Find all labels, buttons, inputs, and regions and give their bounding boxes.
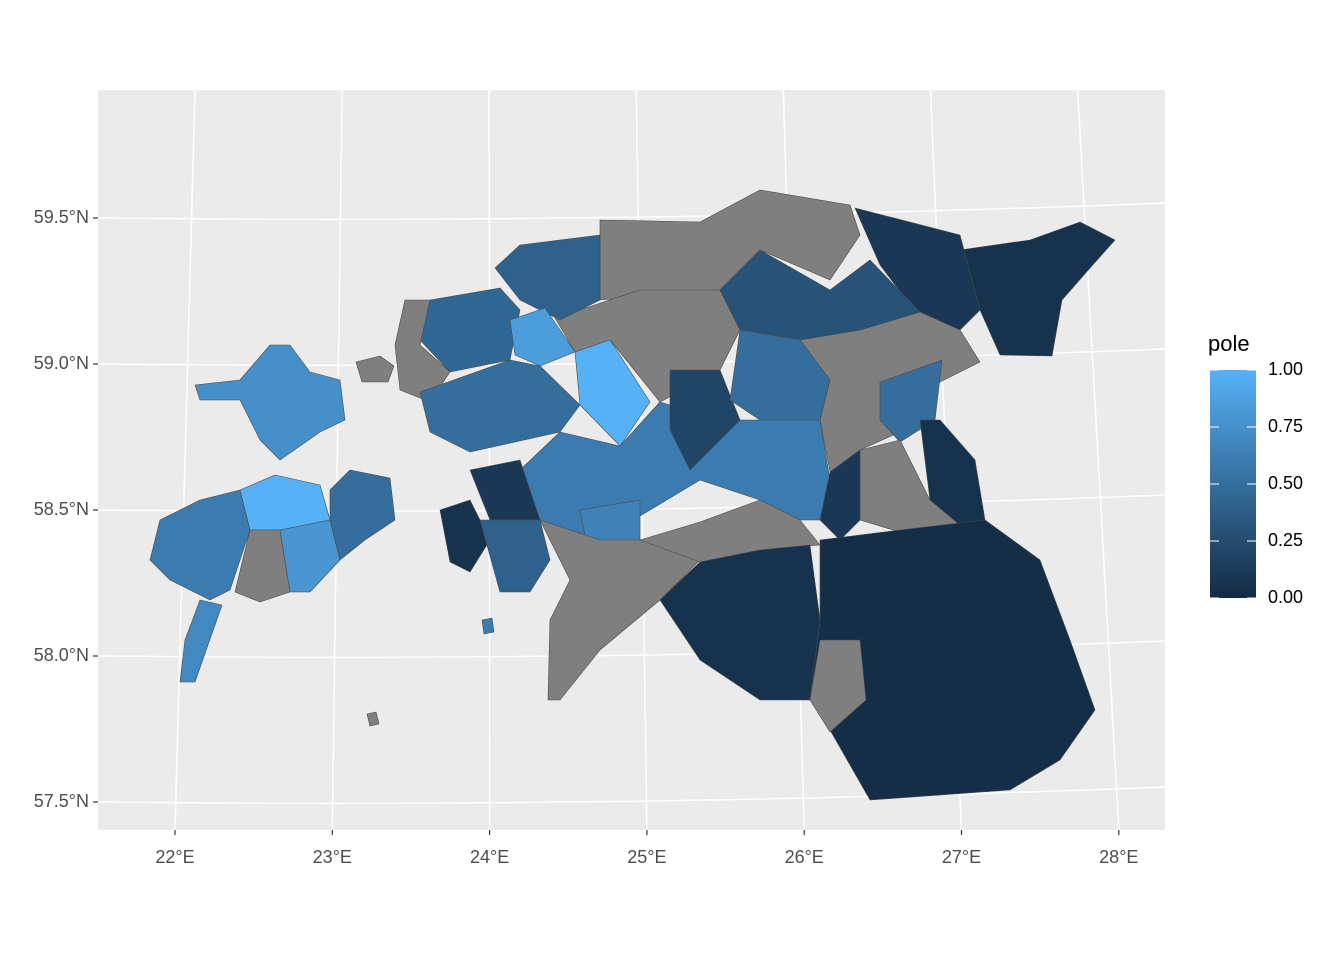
y-tick-label: 58.0°N <box>34 645 89 665</box>
region <box>574 339 651 447</box>
legend-title: pole <box>1208 331 1250 356</box>
region <box>355 355 395 383</box>
region <box>539 519 701 701</box>
x-tick-label: 23°E <box>313 847 352 867</box>
y-tick-label: 59.0°N <box>34 353 89 373</box>
grid-line <box>331 89 343 831</box>
region <box>366 711 380 727</box>
y-tick-label: 58.5°N <box>34 499 89 519</box>
region <box>809 639 867 733</box>
region <box>179 599 223 683</box>
region <box>479 519 551 593</box>
grid-line <box>97 786 1166 805</box>
grid-line <box>1076 89 1120 831</box>
x-tick-label: 26°E <box>785 847 824 867</box>
legend-label: 0.50 <box>1268 473 1303 493</box>
region <box>481 617 495 635</box>
region <box>234 529 291 603</box>
legend-label: 0.25 <box>1268 530 1303 550</box>
region <box>669 369 741 471</box>
legend-label: 0.75 <box>1268 416 1303 436</box>
legend: pole 0.00 0.25 0.50 0.75 1.00 <box>1208 331 1303 607</box>
region <box>329 469 396 561</box>
grid-line <box>174 89 196 831</box>
regions <box>149 189 1116 801</box>
region <box>439 499 491 573</box>
legend-label: 0.00 <box>1268 587 1303 607</box>
x-tick-label: 24°E <box>470 847 509 867</box>
x-tick-label: 27°E <box>942 847 981 867</box>
region <box>494 234 601 321</box>
y-tick-label: 59.5°N <box>34 207 89 227</box>
grid-line <box>97 202 1166 221</box>
region <box>819 449 861 541</box>
axes: 22°E 23°E 24°E 25°E 26°E 27°E 28°E 57.5°N 58.0°N… <box>34 207 1139 867</box>
x-tick-label: 25°E <box>627 847 666 867</box>
region <box>279 519 341 593</box>
region <box>149 489 251 601</box>
region <box>419 359 581 453</box>
legend-label: 1.00 <box>1268 359 1303 379</box>
region <box>509 307 576 367</box>
region <box>194 344 346 461</box>
y-tick-label: 57.5°N <box>34 791 89 811</box>
x-tick-label: 28°E <box>1099 847 1138 867</box>
x-tick-label: 22°E <box>155 847 194 867</box>
region <box>729 329 831 421</box>
